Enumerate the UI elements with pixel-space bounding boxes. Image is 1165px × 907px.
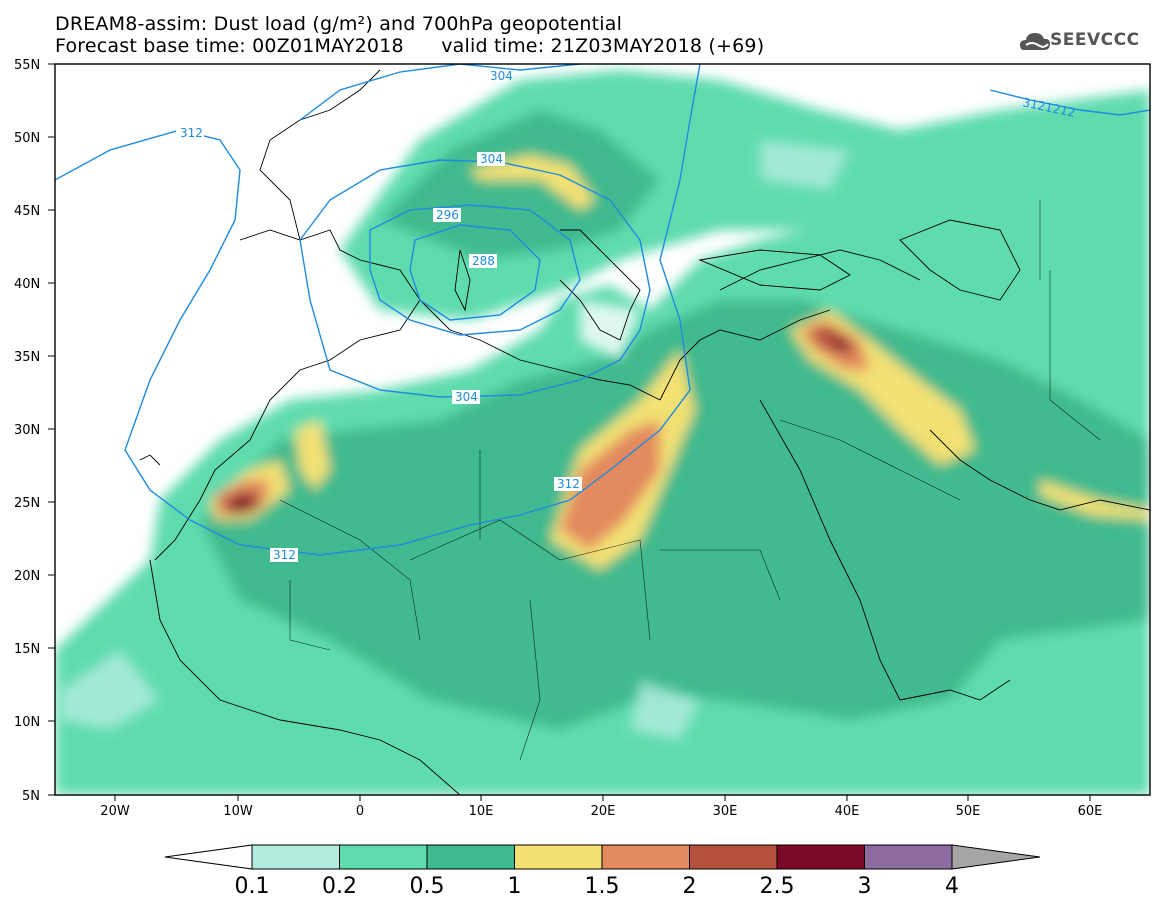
lon-label: 40E <box>835 804 860 819</box>
contour-label: 304 <box>490 69 513 83</box>
lat-label: 50N <box>14 131 40 146</box>
colorbar-swatch <box>776 844 865 870</box>
lon-label: 20E <box>591 804 616 819</box>
coastlines <box>139 69 1150 795</box>
lat-label: 10N <box>14 715 40 730</box>
contour-label: 312 <box>273 548 296 562</box>
lon-label: 0 <box>356 804 364 819</box>
lat-label: 55N <box>14 58 40 73</box>
colorbar-swatch <box>689 844 778 870</box>
colorbar-swatch <box>864 844 953 870</box>
colorbar-low-arrow <box>164 844 253 870</box>
lon-label: 10W <box>223 804 253 819</box>
colorbar-swatch <box>426 844 515 870</box>
lat-label: 40N <box>14 277 40 292</box>
colorbar-swatch <box>339 844 428 870</box>
lat-labels: 55N 50N 45N 40N 35N 30N 25N 20N 15N 10N … <box>14 58 40 804</box>
lon-label: 20W <box>100 804 130 819</box>
colorbar-swatch <box>251 844 340 870</box>
map-title: DREAM8-assim: Dust load (g/m²) and 700hP… <box>55 13 623 35</box>
colorbar-tick-label: 2 <box>683 874 697 899</box>
colorbar-tick-label: 0.2 <box>322 874 357 899</box>
colorbar-swatch <box>514 844 603 870</box>
colorbar-high-arrow <box>951 844 1041 870</box>
contour-label: 288 <box>472 254 495 268</box>
cloud-icon <box>1020 33 1050 50</box>
colorbar-tick-label: 4 <box>945 874 959 899</box>
lon-label: 10E <box>469 804 494 819</box>
lon-label: 30E <box>713 804 738 819</box>
logo-text: SEEVCCC <box>1050 30 1140 50</box>
lon-label: 60E <box>1078 804 1103 819</box>
colorbar-tick-label: 2.5 <box>760 874 795 899</box>
lat-label: 25N <box>14 496 40 511</box>
colorbar-tick-label: 1.5 <box>585 874 620 899</box>
contour-label: 312 <box>557 477 580 491</box>
colorbar-tick-label: 3 <box>858 874 872 899</box>
lat-label: 15N <box>14 642 40 657</box>
lat-label: 35N <box>14 350 40 365</box>
colorbar-tick-label: 0.1 <box>235 874 270 899</box>
colorbar-swatch <box>601 844 690 870</box>
lat-label: 30N <box>14 423 40 438</box>
lat-label: 20N <box>14 569 40 584</box>
contour-label: 312 <box>180 126 203 140</box>
map-subtitle: Forecast base time: 00Z01MAY2018 valid t… <box>55 35 765 57</box>
contour-label: 304 <box>455 390 478 404</box>
lon-labels: 20W 10W 0 10E 20E 30E 40E 50E 60E <box>100 804 1102 819</box>
contour-label: 304 <box>480 152 503 166</box>
colorbar-tick-label: 0.5 <box>410 874 445 899</box>
lat-label: 45N <box>14 204 40 219</box>
country-borders <box>279 200 1101 761</box>
lon-label: 50E <box>956 804 981 819</box>
contour-label: 296 <box>436 208 459 222</box>
axis-ticks <box>48 63 1091 801</box>
lat-label: 5N <box>22 789 40 804</box>
geopotential-contours <box>55 64 1150 556</box>
colorbar-legend: 0.1 0.2 0.5 1 1.5 2 2.5 3 4 <box>164 844 1041 899</box>
colorbar-tick-label: 1 <box>508 874 522 899</box>
